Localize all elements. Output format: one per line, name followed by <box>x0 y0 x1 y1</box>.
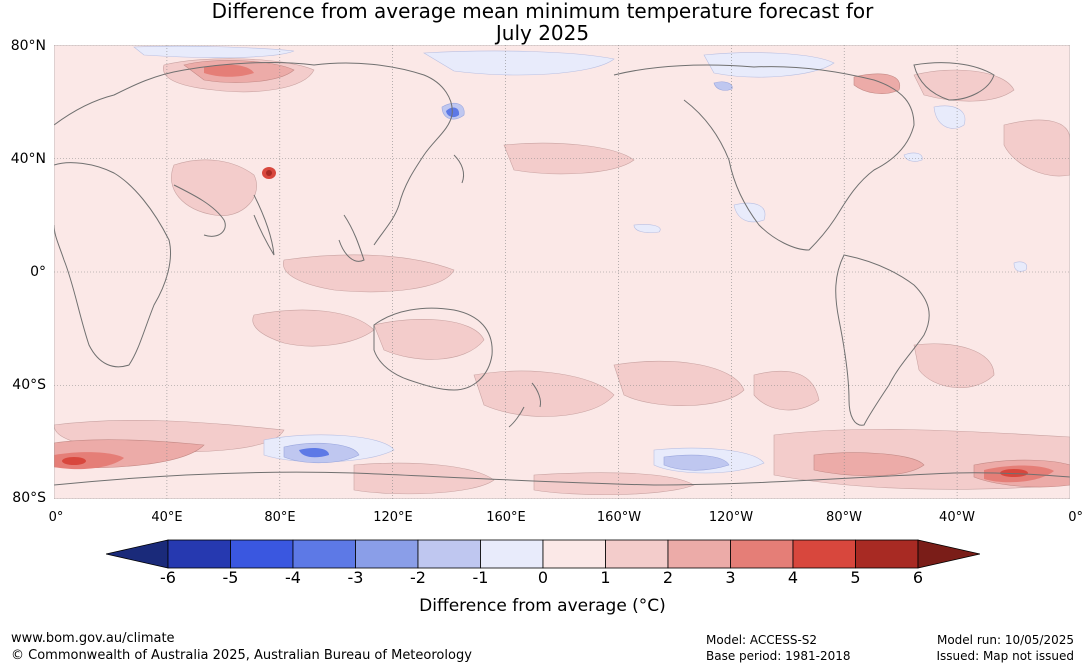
colorbar-segment <box>542 539 606 569</box>
colorbar-segment <box>355 539 419 569</box>
title-line-2: July 2025 <box>495 21 590 45</box>
footer-model: Model: ACCESS-S2 <box>706 633 818 647</box>
lon-label-40w: 40°W <box>939 510 975 525</box>
lat-label-0: 0° <box>30 264 46 280</box>
footer-issued: Issued: Map not issued <box>936 649 1074 663</box>
anomaly-5-6-hotspot <box>266 170 272 176</box>
footer-copyright: © Commonwealth of Australia 2025, Austra… <box>11 648 472 663</box>
colorbar-segment <box>792 539 856 569</box>
lon-label-0-left: 0° <box>48 510 64 525</box>
colorbar-tick-label: 0 <box>537 568 549 587</box>
colorbar-segment <box>730 539 794 569</box>
graticule <box>54 45 1070 499</box>
colorbar-tick-label: 5 <box>850 568 861 587</box>
lon-label-160w: 160°W <box>596 510 642 525</box>
colorbar-segment <box>605 539 669 569</box>
lon-label-0-right: 0° <box>1068 510 1083 525</box>
colorbar-tick-label: -5 <box>222 568 239 587</box>
temperature-anomaly-map <box>54 45 1070 499</box>
title-line-1: Difference from average mean minimum tem… <box>211 0 874 23</box>
lat-label-40n: 40°N <box>10 151 46 167</box>
lat-label-80s: 80°S <box>12 490 46 506</box>
colorbar-extend-high <box>917 539 980 569</box>
lon-label-40e: 40°E <box>151 510 183 525</box>
colorbar-tick-label: -3 <box>347 568 364 587</box>
anomaly-1-2-regions <box>54 58 1070 496</box>
colorbar-extend-low <box>106 539 169 569</box>
colorbar-tick-label: -1 <box>472 568 489 587</box>
lat-label-40s: 40°S <box>12 377 46 393</box>
colorbar-tick-label: -4 <box>285 568 301 587</box>
lon-label-120w: 120°W <box>708 510 754 525</box>
colorbar-segment <box>855 539 919 569</box>
colorbar-segment <box>480 539 544 569</box>
colorbar-segment <box>230 539 294 569</box>
coastlines <box>54 62 1070 486</box>
colorbar-title: Difference from average (°C) <box>419 596 666 616</box>
lon-label-80w: 80°W <box>826 510 862 525</box>
colorbar-segment <box>167 539 231 569</box>
colorbar-tick-label: 1 <box>600 568 611 587</box>
footer-model-run: Model run: 10/05/2025 <box>936 633 1074 647</box>
colorbar <box>106 539 980 569</box>
footer-base-period: Base period: 1981-2018 <box>706 649 851 663</box>
lat-label-80n: 80°N <box>10 38 46 54</box>
footer-url[interactable]: www.bom.gov.au/climate <box>11 631 175 646</box>
lon-label-80e: 80°E <box>264 510 296 525</box>
colorbar-tick-label: 4 <box>787 568 799 587</box>
colorbar-tick-label: 6 <box>912 568 924 587</box>
anomaly-neg-2-4-regions <box>299 107 460 458</box>
colorbar-segment <box>667 539 731 569</box>
lon-label-160e: 160°E <box>486 510 526 525</box>
colorbar-tick-label: 3 <box>725 568 736 587</box>
lon-label-120e: 120°E <box>373 510 413 525</box>
colorbar-tick-label: -6 <box>160 568 176 587</box>
colorbar-segment <box>292 539 356 569</box>
map-title: Difference from average mean minimum tem… <box>0 0 1085 44</box>
colorbar-tick-label: 2 <box>662 568 674 587</box>
colorbar-segment <box>417 539 481 569</box>
colorbar-tick-label: -2 <box>410 568 426 587</box>
